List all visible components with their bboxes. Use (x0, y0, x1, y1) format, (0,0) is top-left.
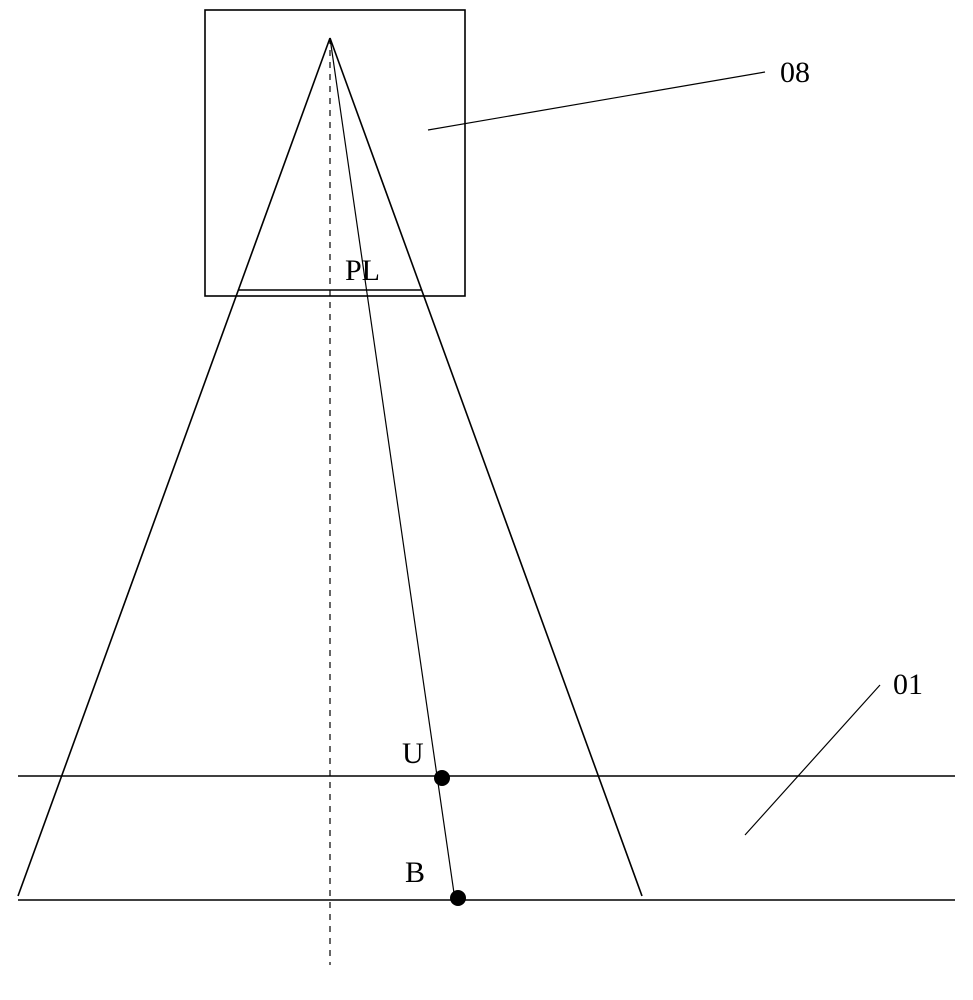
label-01: 01 (893, 668, 923, 701)
leader-08 (428, 72, 765, 130)
inner-ray (330, 38, 455, 900)
label-u: U (402, 737, 424, 770)
label-b: B (405, 856, 425, 889)
diagram-canvas: PL U B 08 01 (0, 0, 973, 1000)
triangle-left-side (18, 38, 330, 896)
leader-01 (745, 685, 880, 835)
label-pl: PL (345, 254, 380, 287)
triangle-right-side (330, 38, 642, 896)
point-b (450, 890, 466, 906)
point-u (434, 770, 450, 786)
label-08: 08 (780, 56, 810, 89)
